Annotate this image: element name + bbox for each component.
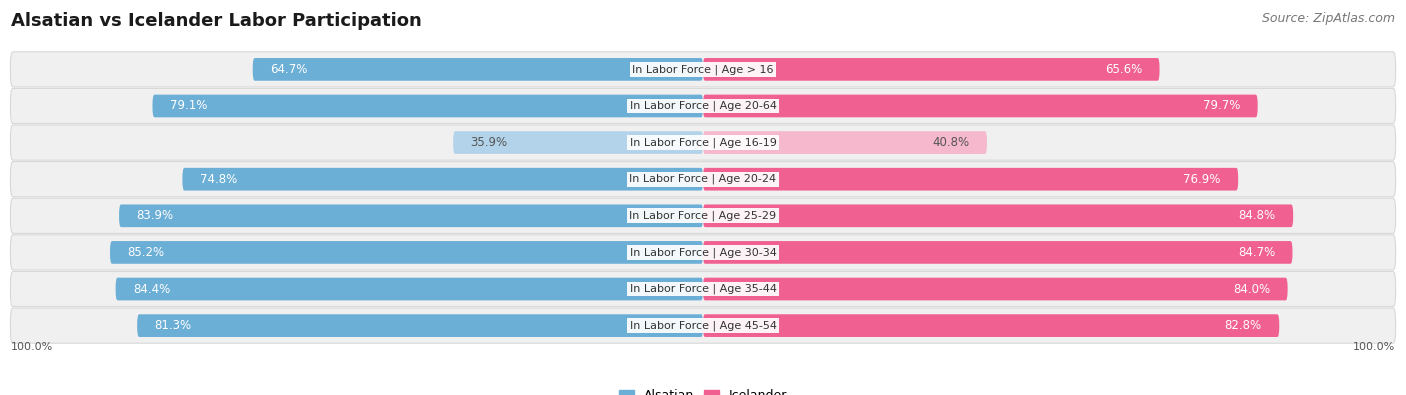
Text: In Labor Force | Age 20-24: In Labor Force | Age 20-24 <box>630 174 776 184</box>
FancyBboxPatch shape <box>703 58 1160 81</box>
FancyBboxPatch shape <box>453 131 703 154</box>
FancyBboxPatch shape <box>10 125 1396 160</box>
Text: In Labor Force | Age 30-34: In Labor Force | Age 30-34 <box>630 247 776 258</box>
Legend: Alsatian, Icelander: Alsatian, Icelander <box>613 384 793 395</box>
Text: 40.8%: 40.8% <box>932 136 970 149</box>
FancyBboxPatch shape <box>10 162 1396 197</box>
Text: 82.8%: 82.8% <box>1225 319 1261 332</box>
FancyBboxPatch shape <box>183 168 703 190</box>
Text: 76.9%: 76.9% <box>1184 173 1220 186</box>
FancyBboxPatch shape <box>703 205 1294 227</box>
FancyBboxPatch shape <box>703 95 1258 117</box>
Text: 84.8%: 84.8% <box>1239 209 1275 222</box>
Text: 79.7%: 79.7% <box>1204 100 1240 113</box>
FancyBboxPatch shape <box>110 241 703 264</box>
FancyBboxPatch shape <box>138 314 703 337</box>
FancyBboxPatch shape <box>10 308 1396 343</box>
FancyBboxPatch shape <box>10 88 1396 124</box>
FancyBboxPatch shape <box>152 95 703 117</box>
Text: 81.3%: 81.3% <box>155 319 191 332</box>
Text: In Labor Force | Age 20-64: In Labor Force | Age 20-64 <box>630 101 776 111</box>
FancyBboxPatch shape <box>10 235 1396 270</box>
FancyBboxPatch shape <box>703 168 1239 190</box>
FancyBboxPatch shape <box>10 198 1396 233</box>
FancyBboxPatch shape <box>703 278 1288 300</box>
Text: 100.0%: 100.0% <box>10 342 53 352</box>
Text: 85.2%: 85.2% <box>128 246 165 259</box>
FancyBboxPatch shape <box>10 52 1396 87</box>
Text: Source: ZipAtlas.com: Source: ZipAtlas.com <box>1261 12 1395 25</box>
Text: 100.0%: 100.0% <box>1353 342 1396 352</box>
Text: 35.9%: 35.9% <box>471 136 508 149</box>
Text: 79.1%: 79.1% <box>170 100 207 113</box>
FancyBboxPatch shape <box>120 205 703 227</box>
Text: Alsatian vs Icelander Labor Participation: Alsatian vs Icelander Labor Participatio… <box>11 12 422 30</box>
Text: In Labor Force | Age 16-19: In Labor Force | Age 16-19 <box>630 137 776 148</box>
Text: 84.4%: 84.4% <box>134 282 170 295</box>
FancyBboxPatch shape <box>703 241 1292 264</box>
Text: 74.8%: 74.8% <box>200 173 238 186</box>
FancyBboxPatch shape <box>115 278 703 300</box>
Text: 83.9%: 83.9% <box>136 209 173 222</box>
Text: In Labor Force | Age 35-44: In Labor Force | Age 35-44 <box>630 284 776 294</box>
FancyBboxPatch shape <box>703 131 987 154</box>
FancyBboxPatch shape <box>703 314 1279 337</box>
FancyBboxPatch shape <box>253 58 703 81</box>
Text: In Labor Force | Age 45-54: In Labor Force | Age 45-54 <box>630 320 776 331</box>
Text: In Labor Force | Age 25-29: In Labor Force | Age 25-29 <box>630 211 776 221</box>
FancyBboxPatch shape <box>10 271 1396 307</box>
Text: In Labor Force | Age > 16: In Labor Force | Age > 16 <box>633 64 773 75</box>
Text: 84.7%: 84.7% <box>1237 246 1275 259</box>
Text: 84.0%: 84.0% <box>1233 282 1270 295</box>
Text: 64.7%: 64.7% <box>270 63 308 76</box>
Text: 65.6%: 65.6% <box>1105 63 1142 76</box>
